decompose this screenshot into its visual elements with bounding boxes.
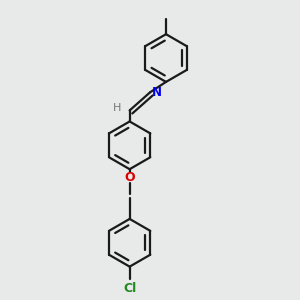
Text: N: N bbox=[152, 86, 161, 99]
Text: O: O bbox=[124, 171, 135, 184]
Text: Cl: Cl bbox=[123, 282, 136, 295]
Text: H: H bbox=[113, 103, 122, 112]
